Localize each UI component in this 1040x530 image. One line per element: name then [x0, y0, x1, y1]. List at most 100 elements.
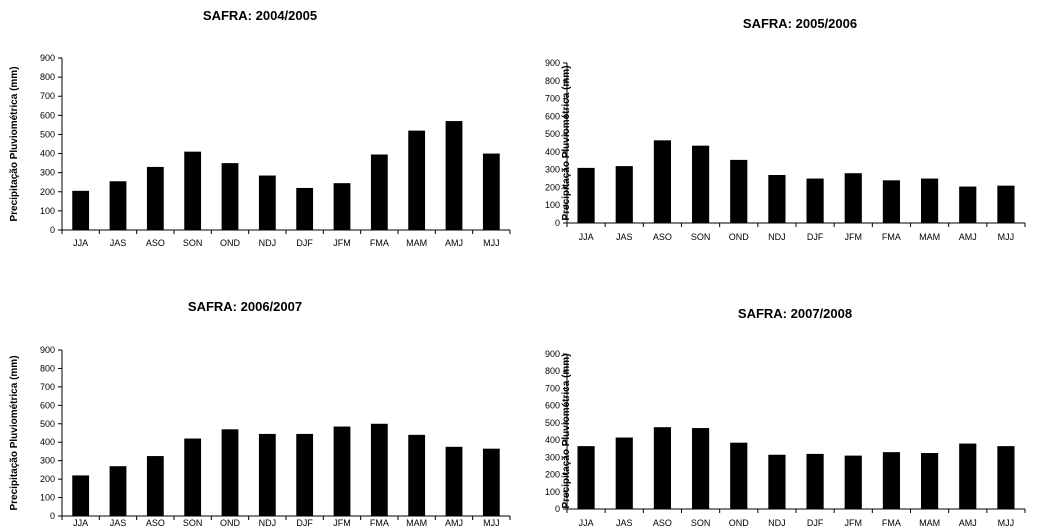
x-tick-label: JAS — [110, 238, 127, 248]
x-tick-label: JFM — [845, 518, 863, 528]
x-tick-label: FMA — [882, 232, 901, 242]
x-tick-label: JJA — [579, 232, 594, 242]
x-tick-label: SON — [183, 518, 203, 528]
bar-son — [691, 428, 710, 509]
bar-amj — [959, 186, 977, 223]
bar-jas — [615, 166, 633, 223]
x-tick-label: NDJ — [259, 518, 277, 528]
y-tick-label: 600 — [545, 401, 560, 411]
bar-fma — [882, 452, 901, 509]
x-tick-label: SON — [183, 238, 203, 248]
y-tick-label: 500 — [545, 129, 560, 139]
x-tick-label: ASO — [653, 518, 672, 528]
chart-panel-2006-2007: SAFRA: 2006/2007 Precipitação Pluviométri… — [9, 299, 511, 528]
y-tick-label: 400 — [40, 437, 55, 447]
x-tick-label: SON — [691, 518, 711, 528]
y-tick-label: 800 — [40, 72, 55, 82]
x-tick-label: JAS — [616, 232, 633, 242]
bar-son — [184, 151, 202, 230]
bar-jja — [72, 475, 90, 516]
y-tick-label: 0 — [555, 504, 560, 514]
bar-ndj — [768, 454, 786, 509]
y-tick-label: 700 — [40, 382, 55, 392]
x-tick-label: MJJ — [483, 518, 500, 528]
x-tick-label: OND — [220, 238, 241, 248]
y-tick-label: 100 — [545, 200, 560, 210]
bar-amj — [445, 446, 463, 516]
y-tick-label: 0 — [50, 225, 55, 235]
bar-fma — [370, 423, 388, 516]
y-tick-label: 100 — [40, 206, 55, 216]
y-tick-label: 200 — [40, 187, 55, 197]
bar-fma — [882, 180, 901, 223]
chart-panel-2007-2008: SAFRA: 2007/2008Precipitação Pluviométri… — [545, 306, 1026, 528]
x-tick-label: AMJ — [959, 232, 977, 242]
x-tick-label: ASO — [653, 232, 672, 242]
bar-djf — [296, 187, 314, 230]
y-tick-label: 300 — [40, 456, 55, 466]
bar-ond — [221, 163, 239, 230]
x-tick-label: AMJ — [445, 518, 463, 528]
y-tick-label: 600 — [40, 400, 55, 410]
bar-jja — [577, 446, 595, 509]
bar-jas — [109, 181, 127, 230]
x-tick-label: JAS — [110, 518, 127, 528]
y-tick-label: 400 — [545, 147, 560, 157]
x-tick-label: NDJ — [259, 238, 277, 248]
y-tick-label: 600 — [40, 110, 55, 120]
y-tick-label: 900 — [40, 345, 55, 355]
y-tick-label: 400 — [40, 149, 55, 159]
y-axis-label: Precipitação Pluviométrica (mm) — [9, 66, 20, 221]
chart-panel-2004-2005: SAFRA: 2004/2005 Precipitação Pluviométri… — [9, 8, 511, 248]
y-tick-label: 500 — [40, 419, 55, 429]
x-tick-label: JJA — [73, 518, 88, 528]
bar-mjj — [997, 185, 1015, 223]
y-tick-label: 0 — [555, 218, 560, 228]
x-tick-label: MJJ — [998, 232, 1015, 242]
bar-ndj — [258, 433, 276, 516]
x-tick-label: OND — [729, 232, 750, 242]
x-tick-label: NDJ — [768, 518, 786, 528]
x-tick-label: JFM — [333, 518, 351, 528]
bar-djf — [296, 433, 314, 516]
bar-jfm — [844, 455, 862, 509]
bar-mam — [920, 453, 939, 509]
bar-aso — [653, 427, 672, 509]
x-tick-label: JFM — [333, 238, 351, 248]
bar-fma — [370, 154, 388, 230]
bar-amj — [445, 121, 463, 230]
x-tick-label: OND — [729, 518, 750, 528]
x-tick-label: AMJ — [959, 518, 977, 528]
bar-son — [184, 438, 202, 516]
x-tick-label: NDJ — [768, 232, 786, 242]
y-tick-label: 100 — [545, 487, 560, 497]
bar-mam — [408, 130, 426, 230]
y-tick-label: 500 — [545, 418, 560, 428]
x-tick-label: SON — [691, 232, 711, 242]
bar-jas — [109, 466, 127, 516]
bar-jas — [615, 437, 633, 509]
y-tick-label: 0 — [50, 511, 55, 521]
bar-jja — [577, 167, 595, 223]
y-tick-label: 900 — [545, 58, 560, 68]
y-tick-label: 400 — [545, 435, 560, 445]
x-tick-label: FMA — [370, 518, 389, 528]
y-tick-label: 800 — [40, 363, 55, 373]
bar-jja — [72, 190, 90, 230]
chart-title: SAFRA: 2004/2005 — [203, 8, 317, 23]
x-tick-label: JAS — [616, 518, 633, 528]
x-tick-label: DJF — [807, 518, 824, 528]
y-axis-label: Precipitação Pluviométrica (mm) — [9, 355, 20, 510]
x-tick-label: FMA — [882, 518, 901, 528]
y-tick-label: 900 — [545, 349, 560, 359]
bar-ond — [730, 442, 748, 509]
x-tick-label: DJF — [296, 518, 313, 528]
bar-jfm — [333, 183, 351, 230]
bar-ndj — [768, 175, 786, 223]
x-tick-label: OND — [220, 518, 241, 528]
x-tick-label: MAM — [406, 238, 427, 248]
x-tick-label: MAM — [919, 232, 940, 242]
y-tick-label: 600 — [545, 111, 560, 121]
bar-ndj — [258, 175, 276, 230]
y-tick-label: 900 — [40, 53, 55, 63]
